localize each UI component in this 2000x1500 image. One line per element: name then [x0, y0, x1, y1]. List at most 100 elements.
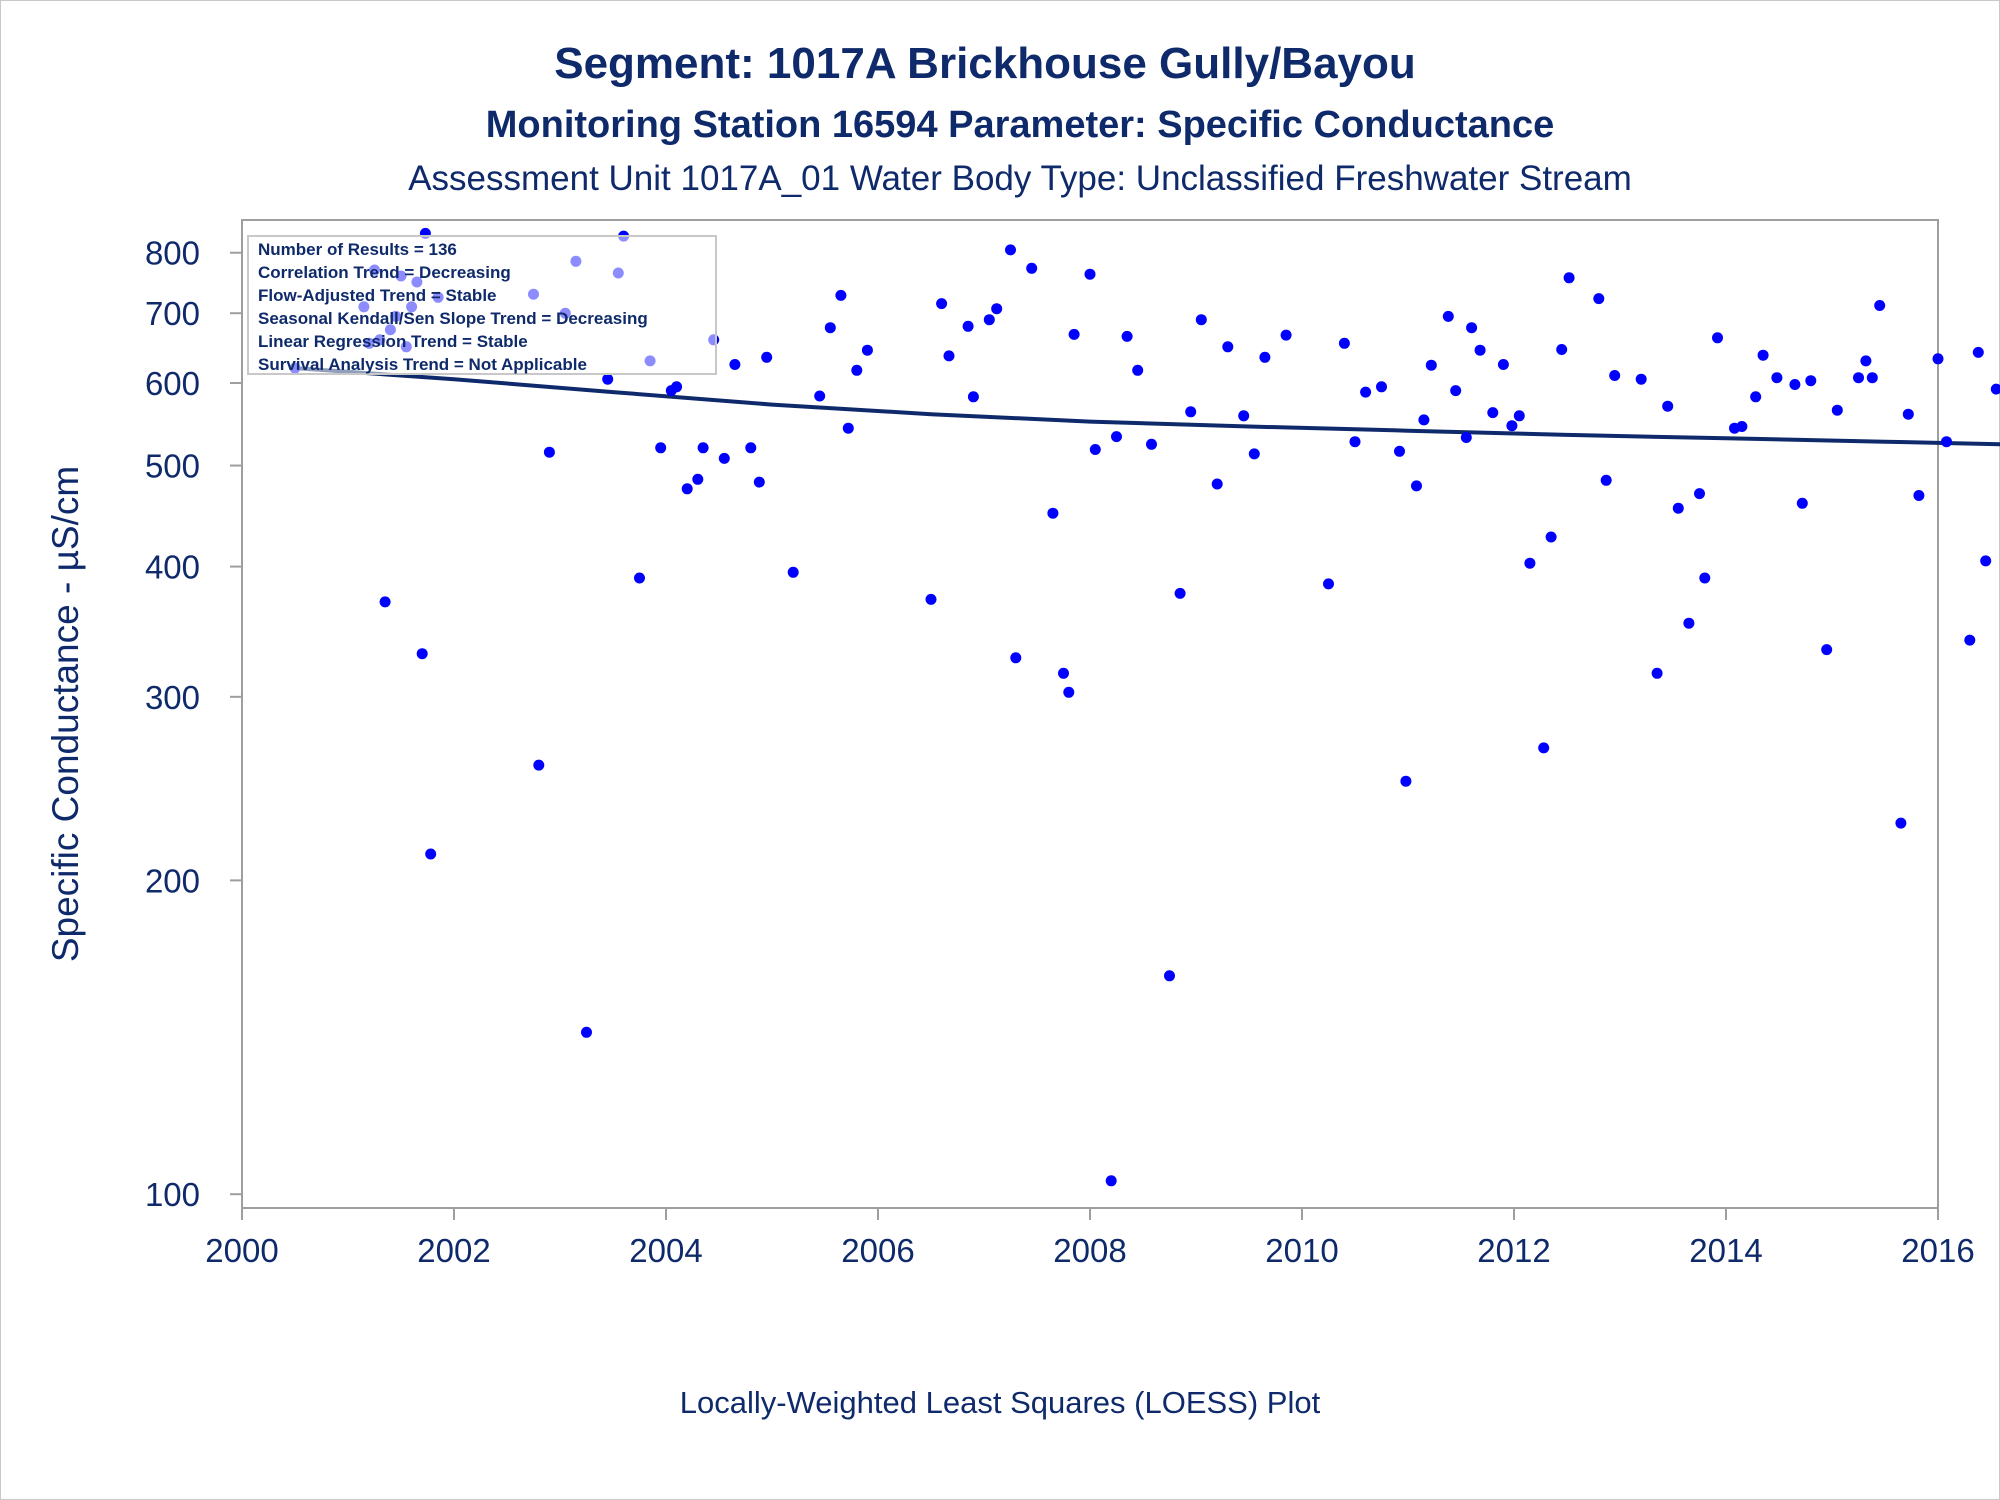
data-point — [533, 759, 545, 771]
x-tick-label: 2010 — [1265, 1232, 1338, 1269]
data-point — [1474, 344, 1486, 356]
data-point — [1418, 414, 1430, 426]
data-point — [543, 446, 555, 458]
data-point — [1411, 480, 1422, 492]
data-point — [697, 442, 709, 454]
data-point — [1757, 349, 1769, 361]
data-point — [1058, 667, 1069, 679]
data-point — [1047, 507, 1059, 519]
loess-trend-line — [294, 366, 2000, 447]
y-tick-label: 300 — [145, 679, 200, 716]
data-point — [1941, 436, 1952, 448]
data-point — [1895, 817, 1907, 829]
data-point — [1146, 438, 1157, 450]
x-tick-label: 2014 — [1689, 1232, 1762, 1269]
legend: Number of Results = 136 Correlation Tren… — [247, 235, 717, 375]
data-point — [1538, 742, 1550, 754]
data-point — [983, 314, 995, 326]
data-point — [1771, 372, 1783, 384]
data-point — [1466, 322, 1478, 334]
x-tick-label: 2006 — [841, 1232, 914, 1269]
data-point — [1524, 557, 1536, 569]
data-point — [1964, 634, 1976, 646]
legend-line: Seasonal Kendall/Sen Slope Trend = Decre… — [258, 309, 648, 328]
data-point — [1662, 400, 1674, 412]
data-point — [1789, 379, 1801, 390]
data-point — [1651, 667, 1663, 679]
x-tick-label: 2004 — [629, 1232, 702, 1269]
data-point — [861, 344, 873, 356]
data-point — [634, 572, 645, 584]
data-point — [1360, 386, 1372, 398]
data-point — [1185, 406, 1197, 418]
data-point — [745, 442, 757, 454]
data-point — [671, 381, 683, 393]
data-point — [1609, 370, 1621, 381]
x-axis: 2000 2002 2004 2006 2008 2010 2012 2014 2016 — [205, 1208, 1975, 1269]
data-point — [761, 351, 773, 363]
data-point — [1593, 293, 1605, 305]
y-axis-label: Specific Conductance - µS/cm — [45, 466, 86, 962]
data-point — [1394, 445, 1405, 457]
data-point — [1902, 408, 1914, 420]
y-tick-label: 800 — [145, 235, 200, 272]
legend-line: Linear Regression Trend = Stable — [258, 332, 528, 351]
data-point — [379, 596, 391, 608]
data-point — [1972, 346, 1984, 358]
data-point — [1736, 421, 1748, 432]
data-point — [1699, 572, 1711, 584]
trend-layer — [294, 366, 2000, 447]
data-point — [1487, 407, 1499, 419]
data-point — [1545, 531, 1557, 543]
y-tick-label: 400 — [145, 549, 200, 586]
legend-line: Flow-Adjusted Trend = Stable — [258, 286, 497, 305]
data-point — [1874, 300, 1886, 311]
data-point — [1376, 381, 1387, 393]
legend-line: Survival Analysis Trend = Not Applicable — [258, 355, 587, 374]
data-point — [967, 391, 979, 403]
y-tick-label: 500 — [145, 448, 200, 485]
data-point — [1980, 555, 1992, 567]
data-point — [655, 442, 667, 454]
data-point — [1750, 391, 1762, 403]
chart-subtitle-2: Assessment Unit 1017A_01 Water Body Type… — [408, 159, 1632, 198]
data-point — [753, 476, 765, 488]
data-point — [602, 373, 614, 385]
data-point — [1105, 1175, 1117, 1187]
data-point — [1063, 686, 1075, 698]
data-point — [1132, 364, 1144, 376]
data-point — [1195, 314, 1207, 326]
data-point — [425, 848, 437, 860]
data-point — [1635, 373, 1647, 385]
data-point — [1089, 444, 1101, 455]
data-point — [1913, 490, 1925, 501]
y-tick-label: 100 — [145, 1176, 200, 1213]
data-point — [936, 298, 948, 310]
data-point — [814, 390, 826, 402]
data-point — [1600, 474, 1612, 486]
data-point — [1556, 344, 1568, 355]
data-point — [1683, 617, 1695, 629]
data-point — [729, 359, 741, 370]
y-tick-label: 200 — [145, 862, 200, 899]
data-point — [1563, 272, 1575, 284]
data-point — [1280, 329, 1292, 341]
y-tick-label: 600 — [145, 365, 200, 402]
chart-subtitle-1: Monitoring Station 16594 Parameter: Spec… — [486, 104, 1554, 146]
data-point — [692, 473, 704, 485]
data-point — [835, 289, 847, 301]
data-point — [1497, 359, 1509, 370]
data-point — [1349, 436, 1361, 448]
data-point — [1712, 332, 1723, 344]
footnote: Locally-Weighted Least Squares (LOESS) P… — [680, 1385, 1321, 1420]
data-point — [1211, 478, 1223, 490]
data-point — [1400, 775, 1412, 787]
data-point — [1860, 355, 1872, 367]
data-point — [1831, 404, 1843, 416]
data-point — [842, 422, 854, 434]
data-point — [1238, 410, 1250, 422]
x-tick-label: 2012 — [1477, 1232, 1550, 1269]
data-point — [1442, 310, 1454, 322]
data-point — [718, 452, 730, 464]
